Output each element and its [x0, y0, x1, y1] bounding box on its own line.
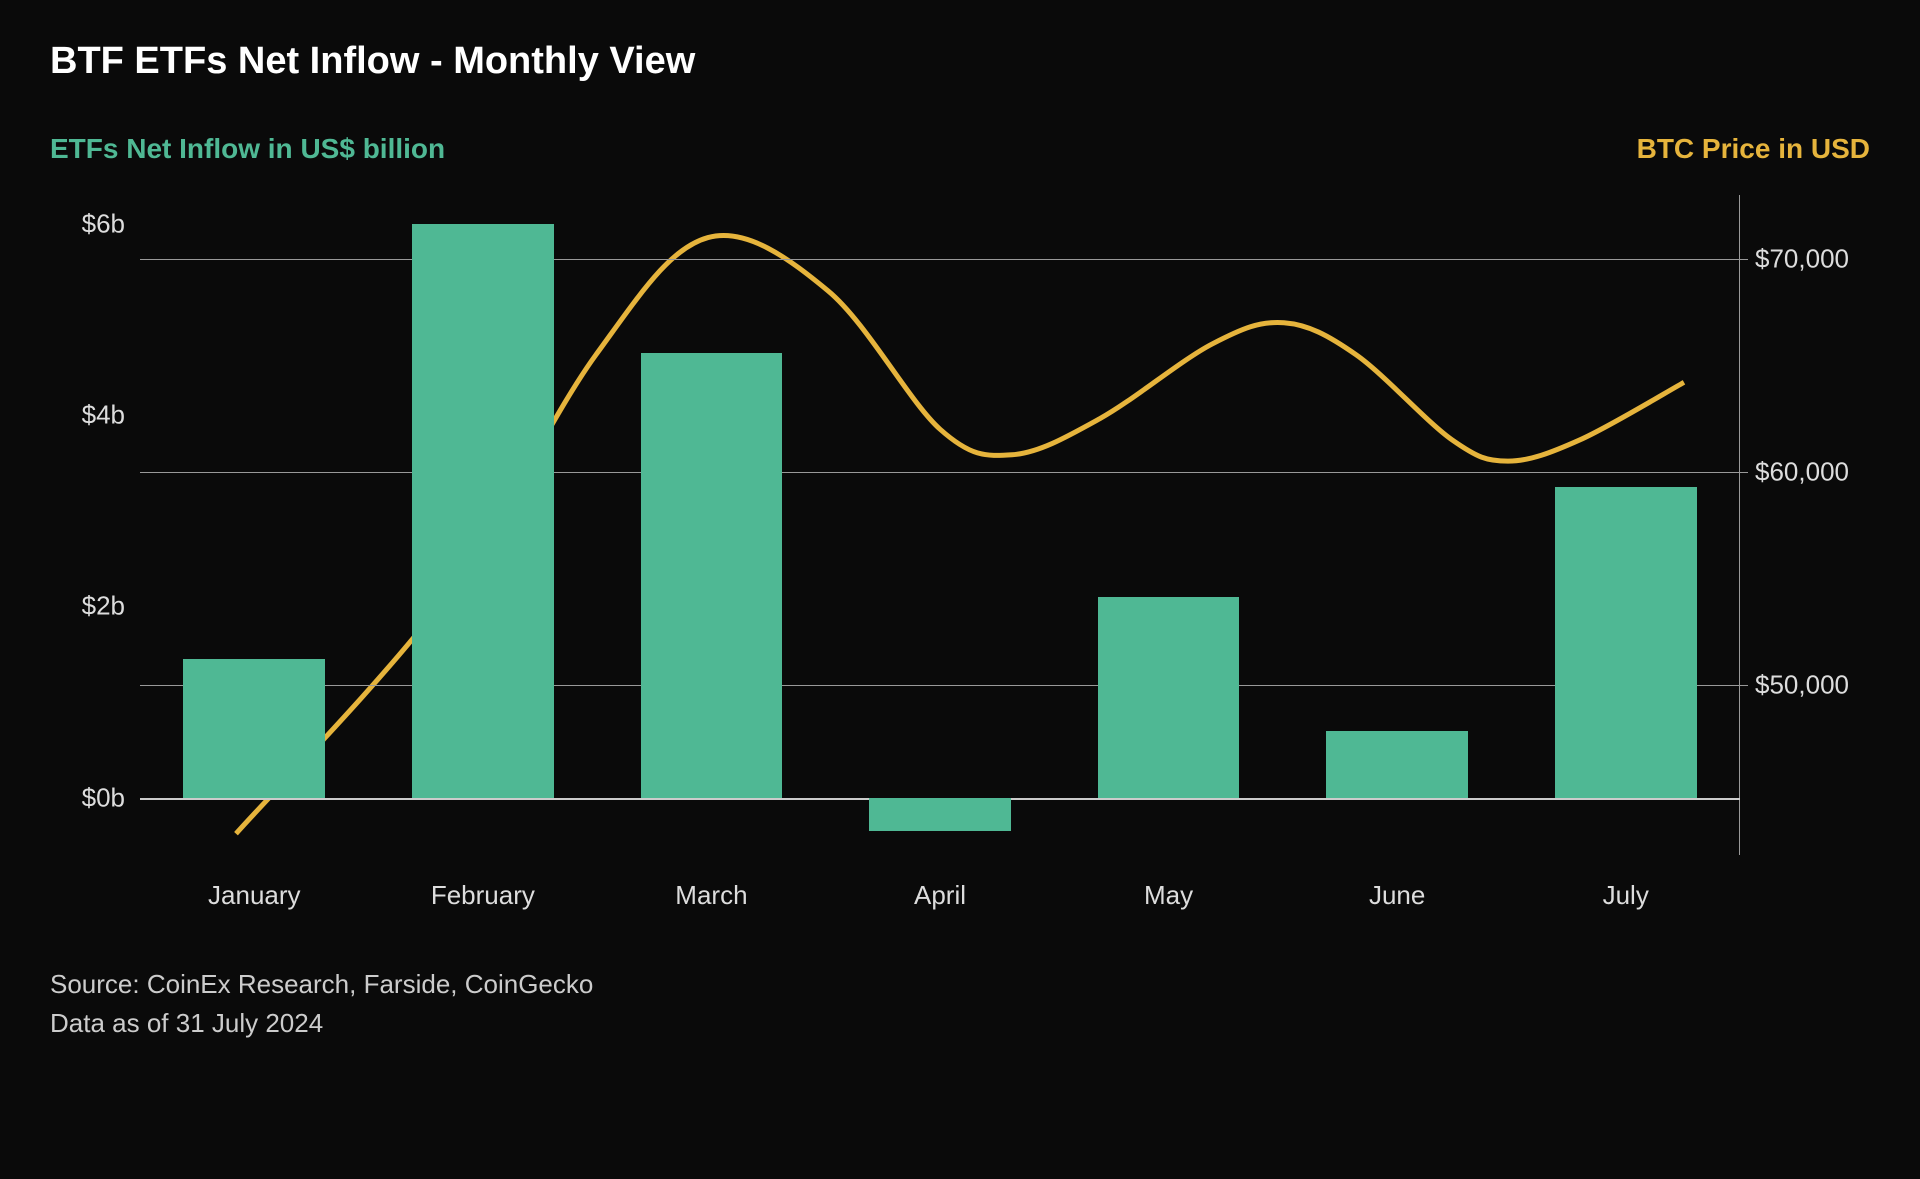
gridline	[140, 472, 1740, 473]
bar	[869, 798, 1011, 831]
y-right-label: $50,000	[1740, 669, 1849, 700]
bar	[641, 353, 783, 798]
footer-date: Data as of 31 July 2024	[50, 1004, 1870, 1043]
legend-right: BTC Price in USD	[1637, 133, 1870, 165]
gridline	[140, 685, 1740, 686]
price-line	[140, 195, 1740, 855]
legend-left: ETFs Net Inflow in US$ billion	[50, 133, 445, 165]
x-axis-label: June	[1369, 855, 1425, 911]
bar	[1098, 597, 1240, 798]
y-right-label: $60,000	[1740, 456, 1849, 487]
bar	[1555, 487, 1697, 798]
gridline	[140, 259, 1740, 260]
chart-area: $0b $2b $4b $6b $50,000 $60,000 $70,000 January…	[50, 185, 1870, 935]
bar	[412, 224, 554, 798]
bar	[183, 659, 325, 798]
bar	[1326, 731, 1468, 798]
chart-footer: Source: CoinEx Research, Farside, CoinGe…	[50, 965, 1870, 1043]
y-left-label: $2b	[82, 591, 140, 622]
x-axis-label: January	[208, 855, 301, 911]
x-axis-label: May	[1144, 855, 1193, 911]
plot-region: $0b$2b$4b$6b$50,000$60,000$70,000January…	[140, 195, 1740, 855]
footer-source: Source: CoinEx Research, Farside, CoinGe…	[50, 965, 1870, 1004]
x-axis-label: March	[675, 855, 747, 911]
y-left-label: $0b	[82, 782, 140, 813]
chart-title: BTF ETFs Net Inflow - Monthly View	[50, 40, 1870, 83]
x-axis-label: April	[914, 855, 966, 911]
x-axis-label: February	[431, 855, 535, 911]
legend-row: ETFs Net Inflow in US$ billion BTC Price…	[50, 133, 1870, 165]
y-left-label: $4b	[82, 400, 140, 431]
y-right-label: $70,000	[1740, 243, 1849, 274]
x-axis-label: July	[1603, 855, 1649, 911]
y-left-label: $6b	[82, 208, 140, 239]
